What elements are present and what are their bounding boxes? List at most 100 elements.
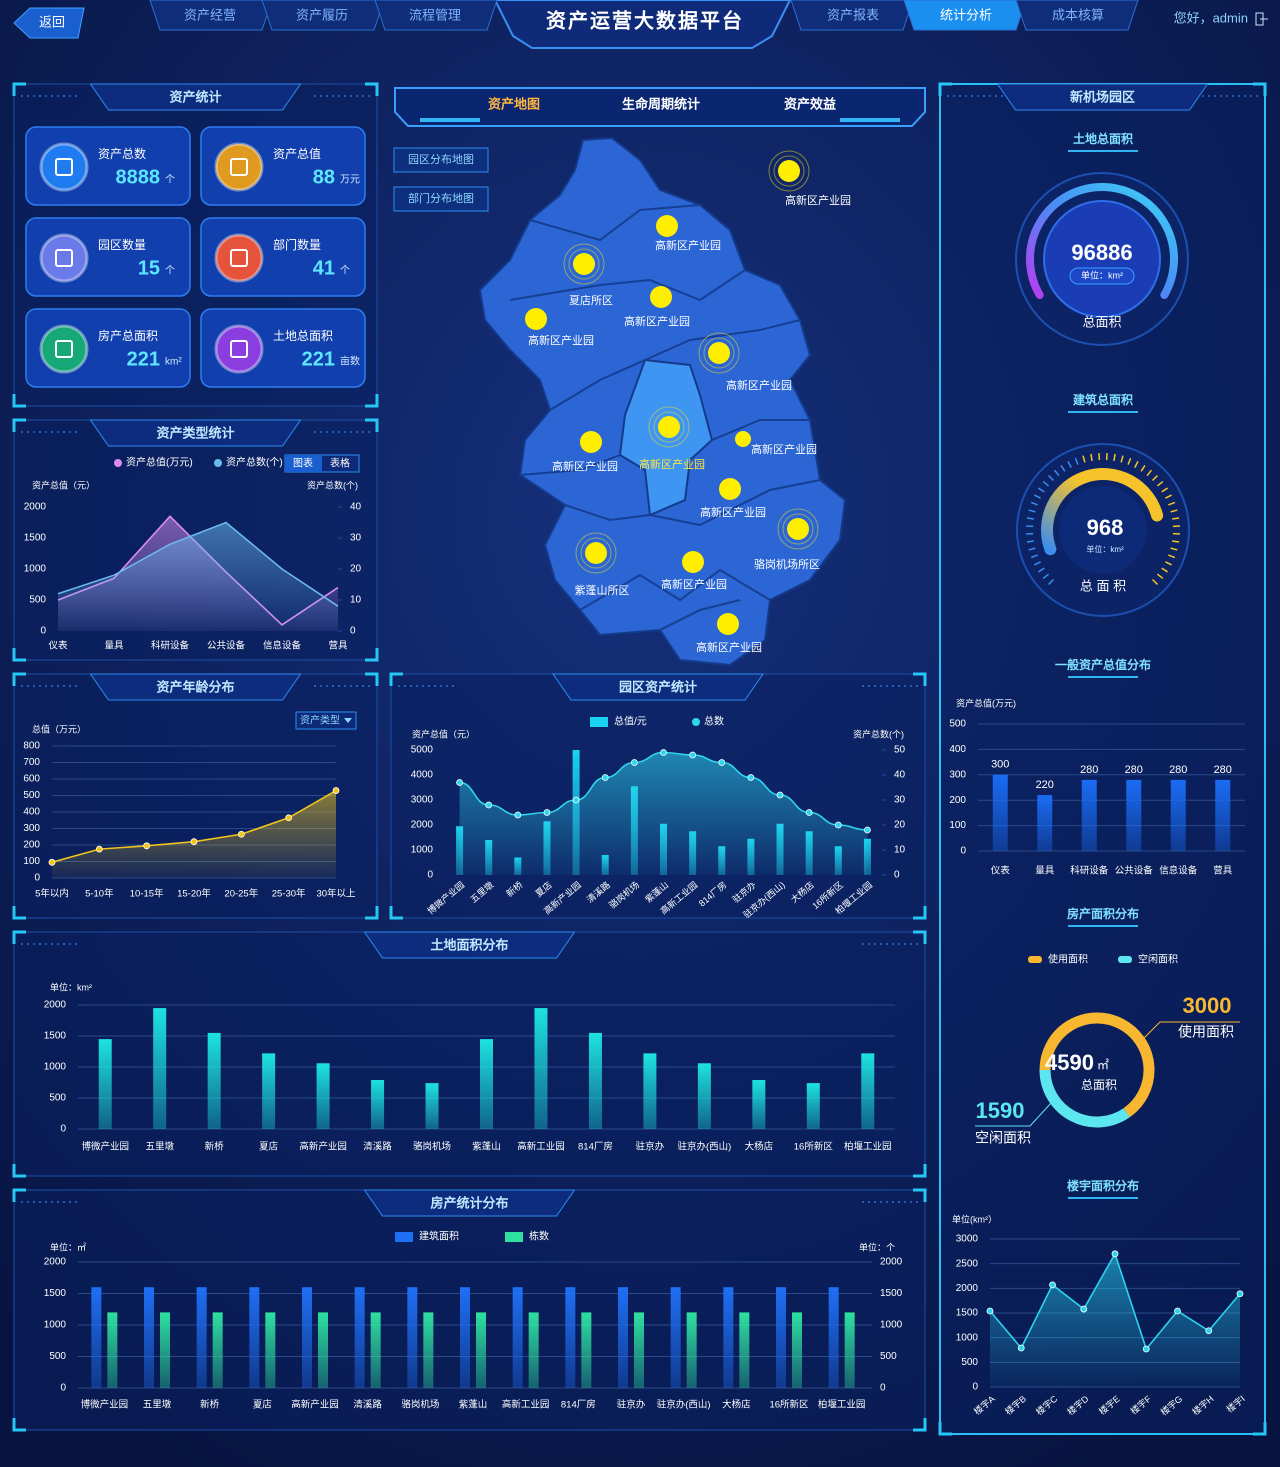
gauge-value: 96886: [1071, 240, 1132, 265]
panel-dot: [69, 431, 71, 433]
section-title: 楼宇面积分布: [1067, 1178, 1139, 1193]
back-label[interactable]: 返回: [39, 14, 65, 29]
y2-tick-label: 20: [894, 820, 906, 831]
panel-title: 园区资产统计: [619, 679, 697, 694]
panel-dot: [21, 95, 23, 97]
map-tab[interactable]: 生命周期统计: [622, 96, 700, 111]
map-marker-ring: [768, 150, 810, 192]
nav-tab[interactable]: [1015, 0, 1139, 31]
nav-tab[interactable]: [374, 0, 498, 31]
map-label: 高新区产业园: [528, 333, 594, 347]
panel-dot: [1256, 95, 1258, 97]
gauge-tick: [1168, 501, 1176, 506]
section-underline: [1068, 925, 1138, 927]
point: [485, 801, 493, 809]
panel-dot: [51, 943, 53, 945]
map-marker[interactable]: [778, 160, 800, 182]
panel-dot: [314, 431, 316, 433]
panel-dot: [27, 95, 29, 97]
panel-dot: [953, 95, 955, 97]
panel-dot: [51, 1201, 53, 1203]
bar: [806, 1083, 820, 1129]
stat-icon: [39, 324, 89, 374]
map-button[interactable]: [393, 147, 489, 173]
map-marker[interactable]: [717, 613, 739, 635]
map-marker[interactable]: [658, 416, 680, 438]
panel-dot: [862, 943, 864, 945]
toggle-label[interactable]: 表格: [330, 457, 350, 470]
line: [57, 521, 339, 607]
panel-dot: [21, 685, 23, 687]
map-marker[interactable]: [719, 478, 741, 500]
legend-label[interactable]: 空闲面积: [1138, 953, 1178, 966]
gauge-label: 总面积: [1082, 314, 1121, 329]
bar: [618, 1287, 628, 1388]
y2-tick-label: 40: [350, 502, 362, 513]
map-marker[interactable]: [787, 518, 809, 540]
map-label: 高新区产业园: [639, 457, 705, 471]
y-tick-label: 1500: [956, 1308, 979, 1319]
axis-title: 资产总数(个): [307, 479, 358, 490]
nav-tab[interactable]: [903, 0, 1027, 31]
point: [456, 779, 463, 786]
point: [332, 787, 340, 794]
legend-label[interactable]: 栋数: [529, 1230, 549, 1243]
panel-dot: [916, 1201, 918, 1203]
panel-dot: [39, 685, 41, 687]
gauge-tick: [1048, 578, 1055, 585]
map-marker[interactable]: [682, 551, 704, 573]
panel-dot: [51, 95, 53, 97]
legend-label[interactable]: 建筑面积: [419, 1230, 459, 1243]
axis-title: 资产总值（元）: [32, 479, 95, 490]
nav-tab[interactable]: [790, 0, 914, 31]
legend-label[interactable]: 使用面积: [1048, 953, 1088, 966]
panel-dot: [57, 431, 59, 433]
map-marker[interactable]: [656, 215, 678, 237]
dropdown-label[interactable]: 资产类型: [300, 714, 340, 727]
gauge-tick: [1026, 517, 1034, 520]
map-tab[interactable]: 资产地图: [488, 96, 540, 111]
map-border: [564, 479, 821, 527]
nav-tab[interactable]: [261, 0, 385, 31]
legend-swatch: [590, 717, 608, 727]
point: [718, 759, 726, 766]
logout-icon[interactable]: [1255, 12, 1268, 26]
y-tick-label: 1000: [44, 1320, 67, 1331]
map-button-label[interactable]: 部门分布地图: [408, 191, 474, 205]
panel-dot: [874, 1201, 876, 1203]
map-button-label[interactable]: 园区分布地图: [408, 153, 474, 166]
x-tick-label: 科研设备: [1070, 865, 1109, 877]
panel-dot: [75, 95, 77, 97]
gauge-tick: [1028, 509, 1036, 513]
bar: [107, 1312, 118, 1388]
legend-label[interactable]: 资产总值(万元): [126, 456, 193, 469]
bar: [144, 1287, 154, 1388]
panel-dot: [422, 685, 424, 687]
legend-label[interactable]: 总数: [704, 715, 724, 728]
map-marker[interactable]: [585, 542, 607, 564]
map-button[interactable]: [393, 186, 489, 212]
map-marker[interactable]: [650, 286, 672, 308]
legend-label[interactable]: 资产总数(个): [226, 456, 283, 469]
stat-icon-glyph: [230, 249, 248, 267]
map-tab[interactable]: 资产效益: [784, 96, 836, 111]
back-button[interactable]: [13, 7, 85, 39]
toggle-label[interactable]: 图表: [293, 457, 313, 470]
x-tick-label: 25-30年: [272, 888, 306, 900]
gauge-tick: [1090, 453, 1093, 461]
map-marker[interactable]: [735, 431, 751, 447]
map-marker[interactable]: [580, 431, 602, 453]
legend-label[interactable]: 总值/元: [614, 715, 647, 728]
panel-dot: [33, 943, 35, 945]
map-marker-ring: [568, 248, 600, 280]
nav-tab[interactable]: [149, 0, 273, 31]
panel-dot: [75, 943, 77, 945]
map-marker[interactable]: [573, 253, 595, 275]
panel-title: 新机场园区: [1070, 89, 1135, 104]
bar: [643, 1053, 657, 1129]
map-marker[interactable]: [708, 342, 730, 364]
dropdown[interactable]: [295, 711, 357, 730]
map-marker[interactable]: [525, 308, 547, 330]
point: [543, 809, 551, 816]
point: [776, 791, 784, 799]
